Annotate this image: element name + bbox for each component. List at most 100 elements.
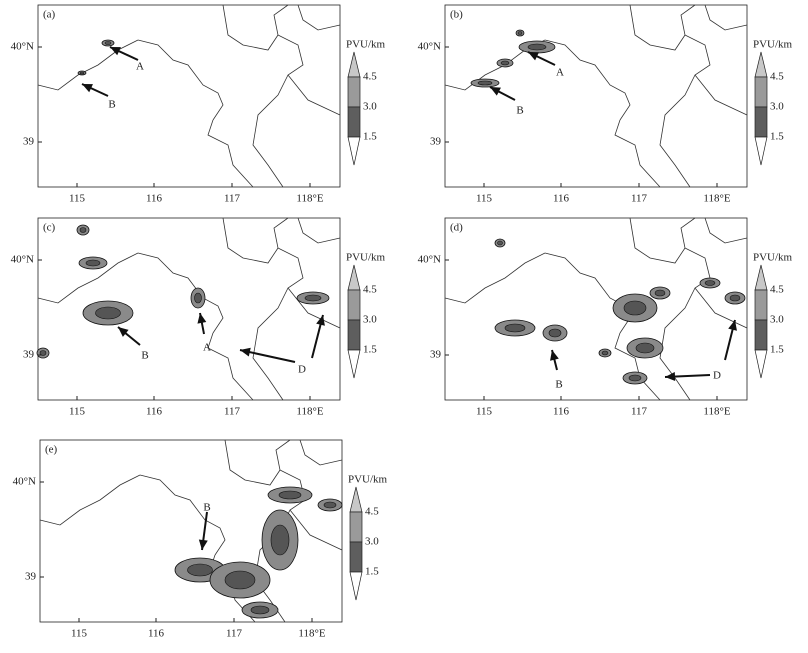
lat-label: 40°N: [418, 41, 441, 53]
lat-label: 40°N: [418, 254, 441, 266]
pv-core: [224, 570, 256, 590]
annotation-label: D: [713, 370, 721, 382]
lon-label: 115: [71, 628, 88, 640]
lon-label: 117: [631, 406, 648, 418]
province-border: [694, 287, 748, 329]
arrow-head: [665, 372, 676, 382]
colorbar-tick-label: 3.0: [363, 101, 377, 113]
province-border: [222, 4, 289, 51]
map-panel: (e) 115 116 117 118°E 40°N 39 PVU/km 4.5 3.0 1.5 B: [13, 439, 388, 640]
colorbar-tick-label: 4.5: [363, 284, 377, 296]
colorbar-cap: [349, 486, 363, 513]
colorbar-tick-label: 4.5: [770, 284, 784, 296]
pv-core: [704, 280, 716, 286]
lon-label: 117: [224, 406, 241, 418]
pv-core: [270, 524, 290, 556]
lon-label: 116: [553, 406, 570, 418]
province-border: [37, 39, 139, 91]
lat-label: 40°N: [13, 476, 36, 488]
lat-label: 39: [25, 571, 37, 583]
arrow-head: [490, 87, 501, 96]
colorbar-cap: [754, 349, 768, 379]
annotation-label: A: [136, 61, 144, 73]
province-border: [222, 217, 289, 264]
map-frame: [37, 217, 341, 401]
panel-label: (c): [43, 222, 56, 234]
province-border: [297, 217, 341, 244]
province-border: [39, 474, 141, 526]
province-border: [659, 247, 711, 401]
colorbar-tick-label: 3.0: [363, 314, 377, 326]
map-panel: (a) 115 116 117 118°E 40°N 39 PVU/km 4.5 3.0 1.5 A B: [11, 4, 386, 205]
arrow-head: [528, 52, 539, 61]
province-border: [224, 439, 291, 486]
colorbar-bin: [347, 106, 361, 138]
lon-label: 118°E: [296, 406, 323, 418]
pv-core: [304, 294, 322, 302]
province-border: [137, 252, 224, 334]
pv-core: [628, 374, 642, 382]
lon-label: 117: [631, 193, 648, 205]
map-frame: [444, 4, 748, 188]
lon-label: 117: [224, 193, 241, 205]
pv-core: [323, 501, 337, 509]
annotation-label: B: [108, 99, 115, 111]
province-border: [287, 74, 341, 116]
colorbar-bin: [347, 76, 361, 108]
pv-core: [250, 605, 270, 615]
lat-label: 39: [430, 349, 442, 361]
colorbar-tick-label: 1.5: [770, 131, 784, 143]
colorbar-title: PVU/km: [346, 252, 386, 264]
pv-core: [187, 563, 213, 577]
province-border: [139, 474, 226, 556]
province-border: [252, 247, 304, 401]
colorbar-bin: [347, 289, 361, 321]
province-border: [207, 332, 254, 401]
province-border: [37, 252, 139, 304]
province-border: [544, 39, 631, 121]
colorbar-cap: [347, 136, 361, 166]
colorbar-bin: [754, 76, 768, 108]
province-border: [614, 332, 661, 401]
lon-label: 118°E: [703, 193, 730, 205]
pv-core: [104, 41, 112, 45]
colorbar-cap: [754, 264, 768, 291]
province-border: [444, 252, 546, 304]
annotation-label: B: [141, 350, 148, 362]
province-border: [704, 4, 748, 31]
pv-core: [654, 289, 666, 297]
colorbar-tick-label: 1.5: [363, 344, 377, 356]
lon-label: 116: [146, 406, 163, 418]
colorbar-bin: [754, 319, 768, 351]
colorbar-title: PVU/km: [346, 39, 386, 51]
pv-core: [601, 350, 609, 356]
colorbar-tick-label: 1.5: [363, 131, 377, 143]
pv-core: [39, 350, 47, 356]
arrow-head: [316, 315, 325, 326]
annotation-label: B: [516, 105, 523, 117]
panel-label: (b): [450, 9, 463, 21]
pv-core: [623, 300, 647, 316]
colorbar-tick-label: 3.0: [770, 101, 784, 113]
pv-core: [278, 490, 302, 500]
lon-label: 115: [476, 193, 493, 205]
colorbar-title: PVU/km: [348, 474, 388, 486]
annotation-label: D: [298, 364, 306, 376]
arrow-head: [82, 84, 93, 93]
colorbar-bin: [349, 511, 363, 543]
map-frame: [37, 4, 341, 188]
colorbar-tick-label: 3.0: [365, 536, 379, 548]
province-border: [289, 509, 343, 551]
panel-label: (e): [45, 444, 58, 456]
map-panel: (b) 115 116 117 118°E 40°N 39 PVU/km 4.5 3.0 1.5 A B: [418, 4, 793, 205]
lon-label: 116: [146, 193, 163, 205]
lon-label: 117: [226, 628, 243, 640]
lat-label: 39: [23, 136, 35, 148]
colorbar-title: PVU/km: [753, 252, 793, 264]
pv-core: [729, 294, 741, 302]
pv-core: [504, 323, 526, 333]
arrow-head: [110, 47, 121, 56]
map-frame: [444, 217, 748, 401]
colorbar-cap: [754, 136, 768, 166]
